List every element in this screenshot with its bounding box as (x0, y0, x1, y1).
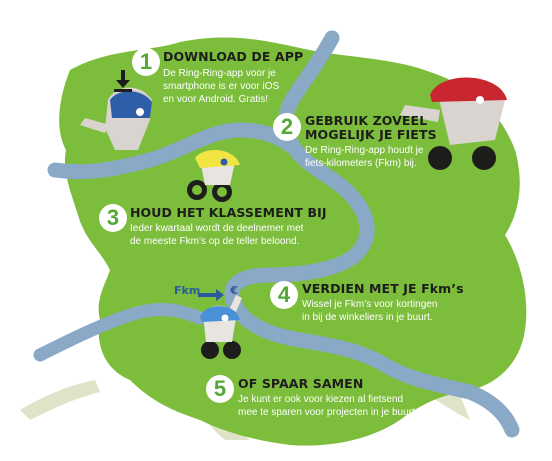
rider-yellow (187, 149, 240, 202)
land (59, 37, 527, 446)
rider-blue-2 (200, 295, 242, 359)
step-2-title: GEBRUIK ZOVEEL MOGELIJK JE FIETS (305, 113, 437, 142)
step-1-text: De Ring-Ring-app voor je smartphone is er… (163, 68, 280, 105)
download-arrow-icon (116, 70, 130, 88)
step-2-text: De Ring-Ring-app houdt je fiets-kilometer… (305, 145, 424, 169)
river (47, 122, 298, 180)
step-3-text: Ieder kwartaal wordt de deelnemer met de … (130, 223, 304, 247)
step-2-number: 2 (273, 113, 301, 141)
road-shadow (20, 380, 100, 420)
euro-exchange-icon (198, 289, 224, 301)
step-4-text: Wissel je Fkm’s voor kortingen in bij de … (302, 299, 438, 323)
step-5-number: 5 (206, 375, 234, 403)
step-5-text: Je kunt er ook voor kiezen al fietsend me… (238, 394, 418, 418)
step-1-number: 1 (132, 48, 160, 76)
step-5-title: OF SPAAR SAMEN (238, 376, 364, 391)
step-4-title: VERDIEN MET JE Fkm’s (302, 281, 464, 296)
step-3-number: 3 (99, 204, 127, 232)
rider-blue-1 (80, 70, 152, 150)
river (33, 303, 207, 362)
step-3-title: HOUD HET KLASSEMENT BIJ (130, 205, 327, 220)
step-4-number: 4 (270, 281, 298, 309)
fkm-label: Fkm € (174, 284, 238, 297)
rider-red (400, 77, 507, 170)
step-1-title: DOWNLOAD DE APP (163, 49, 304, 64)
